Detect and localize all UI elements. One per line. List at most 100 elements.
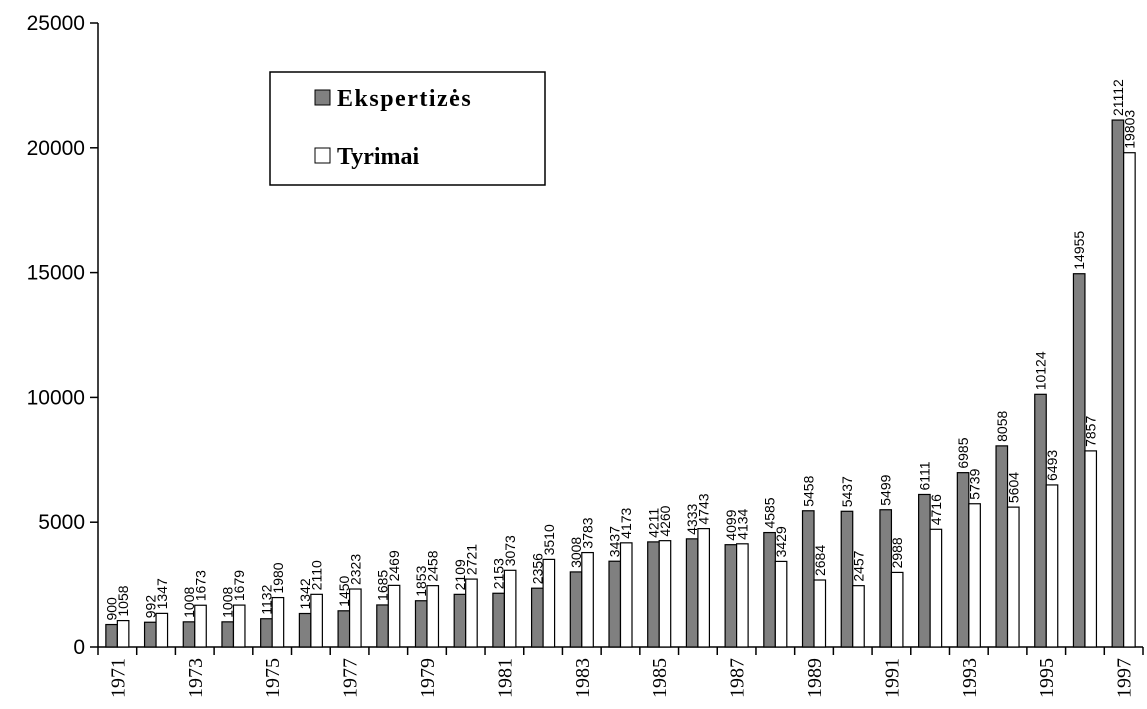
bar bbox=[453, 593, 467, 648]
data-label: 1008 bbox=[220, 586, 236, 617]
data-label: 2458 bbox=[425, 550, 441, 581]
data-label: 14955 bbox=[1071, 231, 1087, 270]
data-label: 3783 bbox=[580, 517, 596, 548]
data-label: 3073 bbox=[502, 535, 518, 566]
bar bbox=[271, 596, 285, 648]
bar bbox=[182, 621, 196, 648]
legend-swatch-tyrimai bbox=[314, 147, 331, 164]
data-label: 4099 bbox=[723, 509, 739, 540]
bar bbox=[929, 528, 943, 648]
data-label: 1853 bbox=[413, 565, 429, 596]
y-tick-label: 25000 bbox=[27, 12, 85, 35]
data-label: 2469 bbox=[386, 550, 402, 581]
x-tick-label: 1989 bbox=[804, 658, 826, 698]
data-label: 5458 bbox=[800, 475, 816, 506]
y-tick-label: 5000 bbox=[38, 511, 85, 534]
bar bbox=[414, 600, 428, 648]
data-label: 5437 bbox=[839, 476, 855, 507]
bar bbox=[685, 538, 699, 648]
data-label: 7857 bbox=[1083, 416, 1099, 447]
data-label: 2684 bbox=[812, 545, 828, 576]
data-label: 2109 bbox=[452, 559, 468, 590]
legend: Ekspertizės Tyrimai bbox=[269, 71, 546, 186]
data-label: 1673 bbox=[193, 570, 209, 601]
bar bbox=[298, 612, 312, 648]
bar bbox=[310, 593, 323, 648]
bar bbox=[581, 551, 594, 648]
data-label: 8058 bbox=[994, 411, 1010, 442]
bar bbox=[530, 587, 544, 648]
bar bbox=[890, 571, 904, 648]
y-tick-label: 20000 bbox=[27, 137, 85, 160]
x-tick-label: 1971 bbox=[107, 658, 129, 698]
x-tick-label: 1983 bbox=[572, 658, 594, 698]
data-label: 5499 bbox=[878, 474, 894, 505]
data-label: 4585 bbox=[762, 497, 778, 528]
bar bbox=[1123, 152, 1136, 648]
data-label: 900 bbox=[104, 597, 120, 621]
data-label: 2153 bbox=[491, 558, 507, 589]
bar bbox=[1111, 119, 1125, 648]
legend-swatch-ekspertizes bbox=[314, 89, 331, 106]
bar bbox=[503, 569, 517, 648]
bar bbox=[1006, 506, 1020, 648]
bar bbox=[221, 621, 235, 648]
data-label: 2457 bbox=[850, 550, 866, 581]
data-label: 5604 bbox=[1005, 472, 1021, 503]
bar bbox=[619, 542, 633, 648]
data-label: 1058 bbox=[115, 585, 131, 616]
bar bbox=[492, 592, 505, 648]
bar bbox=[105, 623, 118, 648]
bar bbox=[569, 571, 583, 648]
bar bbox=[542, 558, 556, 648]
x-tick-label: 1995 bbox=[1036, 658, 1058, 698]
data-label: 5739 bbox=[967, 468, 983, 499]
data-label: 1450 bbox=[336, 575, 352, 606]
data-label: 2356 bbox=[529, 553, 545, 584]
bar bbox=[155, 612, 169, 648]
data-label: 6493 bbox=[1044, 450, 1060, 481]
legend-label-tyrimai: Tyrimai bbox=[337, 144, 420, 170]
data-label: 1679 bbox=[231, 570, 247, 601]
data-label: 1008 bbox=[181, 586, 197, 617]
data-label: 3008 bbox=[568, 537, 584, 568]
x-tick-label: 1975 bbox=[262, 658, 284, 698]
bar bbox=[387, 584, 401, 648]
data-label: 3510 bbox=[541, 524, 557, 555]
data-label: 2988 bbox=[889, 537, 905, 568]
data-label: 992 bbox=[142, 595, 158, 619]
bar bbox=[194, 604, 207, 648]
data-label: 21112 bbox=[1110, 79, 1126, 116]
bar bbox=[1045, 484, 1059, 648]
data-label: 3429 bbox=[773, 526, 789, 557]
x-tick-label: 1991 bbox=[881, 658, 903, 698]
data-label: 1980 bbox=[270, 562, 286, 593]
x-tick-label: 1997 bbox=[1114, 658, 1136, 698]
data-label: 3437 bbox=[607, 526, 623, 557]
bar bbox=[1034, 393, 1047, 648]
x-tick-label: 1985 bbox=[649, 658, 671, 698]
bar bbox=[348, 588, 362, 648]
legend-label-ekspertizes: Ekspertizės bbox=[337, 86, 472, 112]
x-tick-label: 1973 bbox=[185, 658, 207, 698]
data-label: 4134 bbox=[734, 508, 750, 539]
data-label: 4173 bbox=[618, 507, 634, 538]
x-tick-label: 1977 bbox=[340, 658, 362, 698]
data-label: 4211 bbox=[645, 508, 661, 538]
data-label: 2110 bbox=[309, 560, 325, 590]
bar bbox=[879, 509, 893, 648]
data-label: 19803 bbox=[1121, 110, 1137, 149]
data-label: 2323 bbox=[347, 554, 363, 585]
y-tick-label: 0 bbox=[73, 636, 85, 659]
data-label: 6985 bbox=[955, 437, 971, 468]
bar bbox=[840, 510, 854, 648]
data-label: 4333 bbox=[684, 503, 700, 534]
x-tick-label: 1981 bbox=[494, 658, 516, 698]
data-label: 4716 bbox=[928, 494, 944, 525]
bar bbox=[968, 503, 981, 648]
bar bbox=[376, 604, 389, 648]
bar bbox=[260, 618, 273, 648]
data-label: 1347 bbox=[154, 578, 170, 609]
